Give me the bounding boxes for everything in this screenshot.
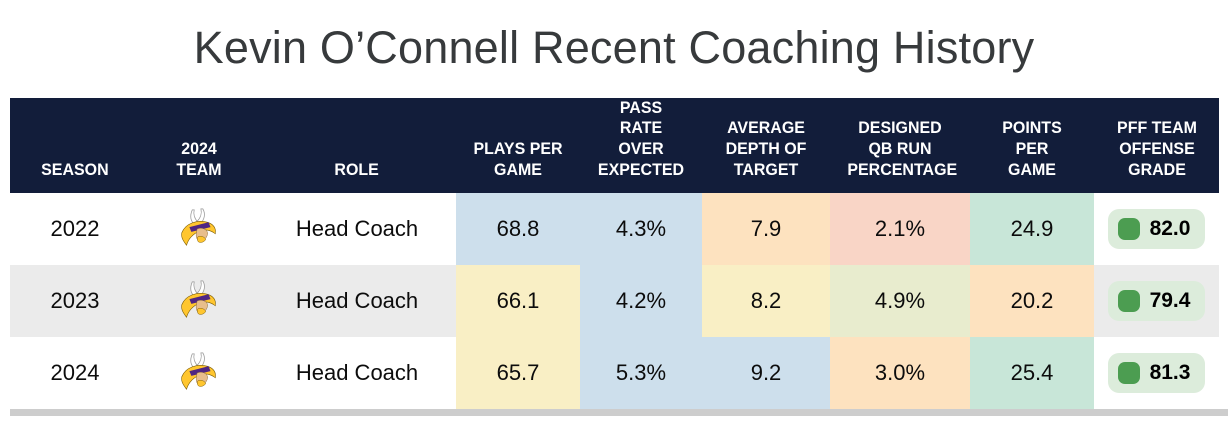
grade-color-swatch-icon xyxy=(1117,361,1140,384)
column-header-2024-team: 2024 TEAM xyxy=(176,139,222,179)
pff-team-offense-grade-cell: 79.4 xyxy=(1094,265,1219,337)
average-depth-of-target-cell: 7.9 xyxy=(702,192,830,265)
grade-value: 82.0 xyxy=(1149,216,1191,240)
team-cell xyxy=(140,193,258,265)
table-header-row: SEASON 2024 TEAM ROLE PLAYS PER GAME PAS… xyxy=(10,97,1219,193)
table-row-2024: 2024 Head Coach 65.7 5.3% 9.2 3.0% 25.4 xyxy=(10,336,1219,409)
column-header-role: ROLE xyxy=(334,159,380,179)
column-header-average-depth-of-target: AVERAGE DEPTH OF TARGET xyxy=(725,118,807,179)
season-cell: 2024 xyxy=(50,359,100,385)
role-cell: Head Coach xyxy=(295,215,419,241)
minnesota-vikings-logo-icon xyxy=(176,207,222,251)
pff-team-offense-grade-cell: 81.3 xyxy=(1094,337,1219,409)
column-header-pass-rate-over-expected: PASS RATE OVER EXPECTED xyxy=(597,97,685,179)
points-per-game-cell: 25.4 xyxy=(970,336,1094,409)
role-cell: Head Coach xyxy=(295,359,419,385)
coaching-history-table: SEASON 2024 TEAM ROLE PLAYS PER GAME PAS… xyxy=(10,97,1219,409)
grade-badge: 79.4 xyxy=(1107,280,1206,321)
pass-rate-over-expected-cell: 4.2% xyxy=(580,264,702,337)
column-header-season: SEASON xyxy=(41,159,109,179)
horizontal-scrollbar[interactable] xyxy=(10,408,1228,416)
column-header-points-per-game: POINTS PER GAME xyxy=(1002,118,1062,179)
grade-color-swatch-icon xyxy=(1117,289,1140,312)
designed-qb-run-percentage-cell: 3.0% xyxy=(830,336,970,409)
pff-team-offense-grade-cell: 82.0 xyxy=(1094,193,1219,265)
plays-per-game-cell: 68.8 xyxy=(456,192,580,265)
minnesota-vikings-logo-icon xyxy=(176,279,222,323)
points-per-game-cell: 20.2 xyxy=(970,264,1094,337)
team-cell xyxy=(140,337,258,409)
role-cell: Head Coach xyxy=(295,287,419,313)
team-cell xyxy=(140,265,258,337)
plays-per-game-cell: 65.7 xyxy=(456,336,580,409)
average-depth-of-target-cell: 8.2 xyxy=(702,264,830,337)
grade-badge: 82.0 xyxy=(1107,208,1206,249)
grade-color-swatch-icon xyxy=(1117,217,1140,240)
grade-value: 79.4 xyxy=(1149,288,1191,312)
grade-badge: 81.3 xyxy=(1107,352,1206,393)
page-title: Kevin O’Connell Recent Coaching History xyxy=(193,22,1035,73)
column-header-plays-per-game: PLAYS PER GAME xyxy=(473,139,563,179)
season-cell: 2022 xyxy=(50,215,100,241)
column-header-pff-team-offense-grade: PFF TEAM OFFENSE GRADE xyxy=(1116,118,1197,179)
pass-rate-over-expected-cell: 4.3% xyxy=(580,192,702,265)
minnesota-vikings-logo-icon xyxy=(176,351,222,395)
table-row-2022: 2022 Head Coach 68.8 4.3% 7.9 2.1% 24.9 xyxy=(10,192,1219,265)
pass-rate-over-expected-cell: 5.3% xyxy=(580,336,702,409)
season-cell: 2023 xyxy=(50,287,100,313)
plays-per-game-cell: 66.1 xyxy=(456,264,580,337)
designed-qb-run-percentage-cell: 2.1% xyxy=(830,192,970,265)
designed-qb-run-percentage-cell: 4.9% xyxy=(830,264,970,337)
table-row-2023: 2023 Head Coach 66.1 4.2% 8.2 4.9% 20.2 xyxy=(10,264,1219,337)
grade-value: 81.3 xyxy=(1149,360,1191,384)
column-header-designed-qb-run-percentage: DESIGNED QB RUN PERCENTAGE xyxy=(847,118,958,179)
average-depth-of-target-cell: 9.2 xyxy=(702,336,830,409)
points-per-game-cell: 24.9 xyxy=(970,192,1094,265)
